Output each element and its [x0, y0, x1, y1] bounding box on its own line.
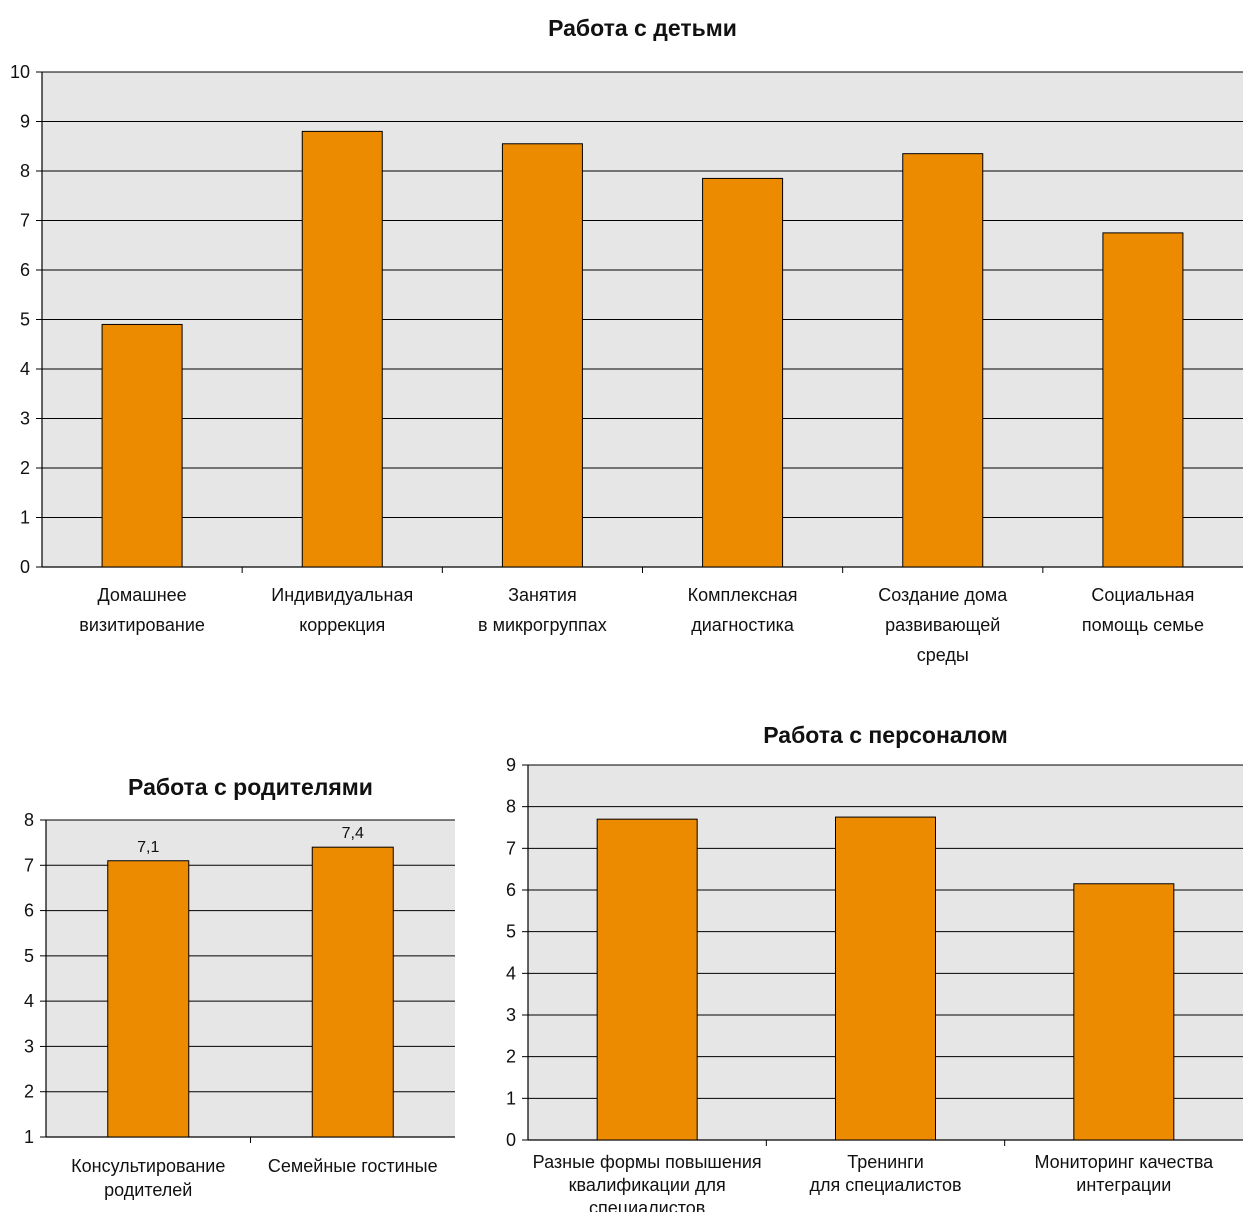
category-label: развивающей [885, 615, 1000, 635]
y-tick-label: 0 [20, 557, 30, 577]
y-tick-label: 8 [506, 797, 516, 817]
category-label: среды [917, 645, 969, 665]
y-tick-label: 9 [506, 755, 516, 775]
bar [902, 153, 984, 568]
category-label: визитирование [79, 615, 205, 635]
chart-title: Работа с детьми [548, 15, 737, 41]
y-tick-label: 5 [506, 922, 516, 942]
y-tick-label: 7 [20, 211, 30, 231]
category-label: Консультирование [71, 1156, 225, 1176]
y-tick-label: 8 [20, 161, 30, 181]
y-tick-label: 4 [24, 991, 34, 1011]
y-tick-label: 3 [24, 1036, 34, 1056]
y-tick-label: 7 [506, 838, 516, 858]
data-label: 7,1 [137, 839, 159, 856]
category-label: Тренинги [847, 1152, 924, 1172]
bar [1073, 883, 1175, 1141]
y-tick-label: 1 [20, 508, 30, 528]
category-label: Занятия [508, 585, 577, 605]
category-label: специалистов [589, 1198, 705, 1212]
bar [501, 143, 583, 568]
y-tick-label: 0 [506, 1130, 516, 1150]
category-label: интеграции [1076, 1175, 1171, 1195]
category-label: коррекция [299, 615, 385, 635]
category-label: Комплексная [688, 585, 798, 605]
category-label: помощь семье [1082, 615, 1204, 635]
chart-children: 0 1 2 3 4 5 6 7 8 9 10 Работа с детьми Домашнее визит… [10, 15, 1243, 665]
bar [596, 818, 698, 1141]
y-tick-label: 6 [506, 880, 516, 900]
y-tick-label: 1 [24, 1127, 34, 1147]
bar [107, 860, 190, 1138]
bar [301, 130, 383, 568]
y-tick-label: 1 [506, 1088, 516, 1108]
y-tick-label: 2 [20, 458, 30, 478]
category-label: Социальная [1091, 585, 1194, 605]
category-label: Семейные гостиные [268, 1156, 438, 1176]
category-label: родителей [104, 1180, 192, 1200]
y-tick-label: 9 [20, 112, 30, 132]
y-tick-label: 6 [20, 260, 30, 280]
data-label: 7,4 [342, 825, 364, 842]
y-tick-label: 2 [24, 1082, 34, 1102]
y-tick-label: 4 [506, 963, 516, 983]
y-tick-label: 2 [506, 1047, 516, 1067]
y-tick-label: 6 [24, 901, 34, 921]
y-tick-label: 8 [24, 810, 34, 830]
category-label: Разные формы повышения [533, 1152, 762, 1172]
category-label: квалификации для [569, 1175, 726, 1195]
y-tick-label: 3 [506, 1005, 516, 1025]
bar [835, 816, 936, 1141]
category-label: Индивидуальная [271, 585, 413, 605]
y-tick-label: 7 [24, 855, 34, 875]
bar [1102, 232, 1184, 568]
bar [702, 177, 784, 568]
y-tick-label: 5 [20, 310, 30, 330]
y-tick-label: 4 [20, 359, 30, 379]
y-tick-label: 10 [10, 62, 30, 82]
category-label: Домашнее [97, 585, 186, 605]
chart-title: Работа с персоналом [763, 722, 1007, 748]
chart-title: Работа с родителями [128, 774, 373, 800]
chart-staff: 0 1 2 3 4 5 6 7 8 9 Работа с персоналом Разные форм… [506, 722, 1243, 1212]
category-label: Создание дома [878, 585, 1008, 605]
category-label: Мониторинг качества [1034, 1152, 1214, 1172]
bar [311, 846, 394, 1138]
category-label: для специалистов [809, 1175, 961, 1195]
category-label: диагностика [691, 615, 795, 635]
bar [101, 323, 183, 568]
category-label: в микрогруппах [478, 615, 607, 635]
y-tick-label: 5 [24, 946, 34, 966]
y-tick-label: 3 [20, 409, 30, 429]
chart-parents: 1 2 3 4 5 6 7 8 Работа с родителями 7,1 Консультир… [24, 774, 455, 1200]
